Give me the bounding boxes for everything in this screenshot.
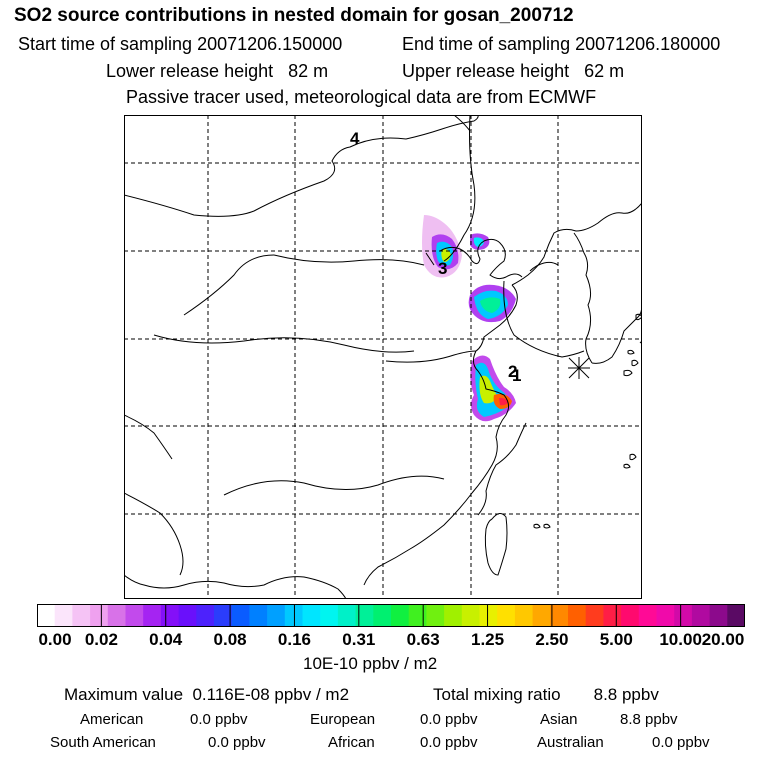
marker-label-1: 1 (512, 366, 521, 385)
gridlines (124, 115, 642, 599)
upper-release-label: Upper release height 62 m (402, 61, 625, 81)
small-islands (533, 313, 642, 529)
colorbar-cell (231, 604, 250, 627)
colorbar-cell (249, 604, 268, 627)
lower-release-label: Lower release height 82 m (106, 61, 329, 81)
colorbar-cell (143, 604, 162, 627)
colorbar-tick-label: 0.16 (277, 630, 311, 649)
start-time-label: Start time of sampling 20071206.150000 (18, 34, 343, 54)
colorbar-units: 10E-10 ppbv / m2 (303, 654, 438, 673)
region-name-asian: Asian (540, 711, 578, 728)
colorbar-cell (656, 604, 675, 627)
colorbar-cell (72, 604, 91, 627)
region-value-south-american: 0.0 ppbv (208, 734, 266, 751)
colorbar-cell (532, 604, 551, 627)
colorbar-cell (107, 604, 127, 627)
region-value-american: 0.0 ppbv (190, 711, 248, 728)
map-title: SO2 source contributions in nested domai… (14, 5, 574, 26)
colorbar-cell (603, 604, 622, 627)
colorbar-cell (426, 604, 445, 627)
map-frame (124, 115, 642, 599)
colorbar-cell (302, 604, 321, 627)
colorbar-tick-label: 20.00 (701, 630, 745, 649)
colorbar-cell (125, 604, 144, 627)
region-value-european: 0.0 ppbv (420, 711, 478, 728)
colorbar-cell (514, 604, 534, 627)
colorbar (37, 604, 745, 627)
colorbar-cell (727, 604, 745, 627)
colorbar-cell (196, 604, 215, 627)
receptor-marker (568, 357, 590, 379)
end-time-label: End time of sampling 20071206.180000 (402, 34, 721, 54)
colorbar-cell (674, 604, 693, 627)
colorbar-cell (585, 604, 604, 627)
colorbar-tick-label: 0.63 (406, 630, 440, 649)
marker-label-3: 3 (438, 259, 447, 278)
colorbar-cell (550, 604, 569, 627)
colorbar-tick-label: 5.00 (599, 630, 633, 649)
tracer-note: Passive tracer used, meteorological data… (126, 87, 597, 107)
colorbar-cell (461, 604, 481, 627)
marker-label-2: 2 (508, 362, 517, 381)
plume-south-peak-center (499, 397, 508, 406)
colorbar-cell (214, 604, 233, 627)
region-name-australian: Australian (537, 734, 604, 751)
colorbar-cell (284, 604, 304, 627)
region-value-australian: 0.0 ppbv (652, 734, 710, 751)
colorbar-cell (638, 604, 658, 627)
colorbar-cell (621, 604, 640, 627)
colorbar-tick-label: 2.50 (535, 630, 569, 649)
colorbar-cell (709, 604, 728, 627)
plume-north-2-core (473, 237, 484, 247)
colorbar-cell (408, 604, 427, 627)
colorbar-cell (497, 604, 516, 627)
colorbar-tick-label: 0.04 (149, 630, 183, 649)
colorbar-cell (391, 604, 410, 627)
colorbar-tick-label: 0.02 (84, 630, 118, 649)
maximum-value: Maximum value 0.116E-08 ppbv / m2 (64, 685, 350, 704)
colorbar-cell (373, 604, 392, 627)
colorbar-cell (479, 604, 498, 627)
colorbar-tick-label: 0.00 (38, 630, 72, 649)
colorbar-cell (160, 604, 180, 627)
region-name-african: African (328, 734, 375, 751)
colorbar-cell (691, 604, 711, 627)
colorbar-tick-label: 0.08 (213, 630, 247, 649)
region-name-american: American (80, 711, 144, 728)
colorbar-cell (568, 604, 587, 627)
map-panel: 4 3 2 1 (124, 115, 642, 599)
colorbar-cell (37, 604, 56, 627)
colorbar-tick-label: 10.00 (659, 630, 702, 649)
colorbar-cell (90, 604, 109, 627)
plume-north-1-peak (441, 248, 451, 262)
plume-middle-inner (480, 297, 501, 313)
colorbar-cell (54, 604, 73, 627)
region-value-african: 0.0 ppbv (420, 734, 478, 751)
colorbar-cell (444, 604, 463, 627)
colorbar-cell (320, 604, 339, 627)
colorbar-tick-label: 0.31 (342, 630, 376, 649)
taiwan-island (484, 513, 508, 576)
colorbar-cell (267, 604, 286, 627)
colorbar-cell (178, 604, 197, 627)
region-name-south-american: South American (50, 734, 156, 751)
colorbar-cell (337, 604, 357, 627)
region-value-asian: 8.8 ppbv (620, 711, 678, 728)
marker-label-4: 4 (350, 129, 360, 148)
region-name-european: European (310, 711, 376, 728)
total-mixing-ratio: Total mixing ratio 8.8 ppbv (433, 685, 659, 704)
colorbar-cell (355, 604, 374, 627)
colorbar-tick-label: 1.25 (470, 630, 505, 649)
